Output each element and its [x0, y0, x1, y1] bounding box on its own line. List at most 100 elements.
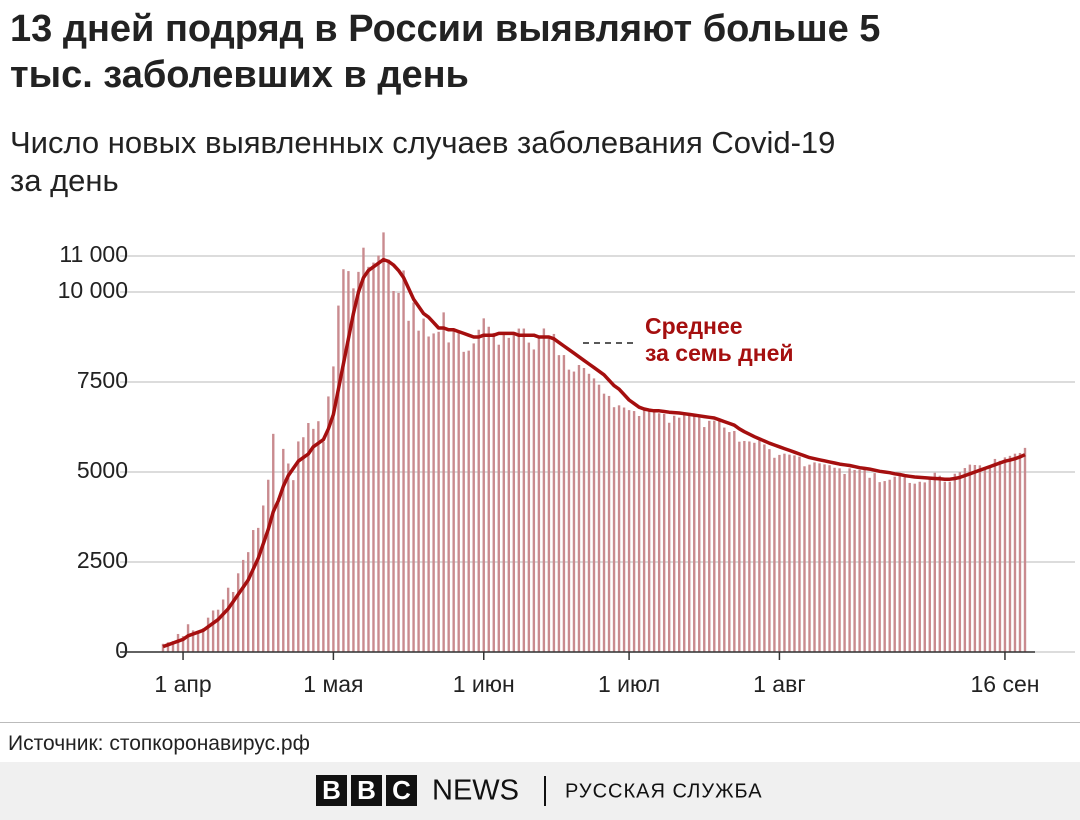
x-tick-label: 1 апр	[154, 671, 211, 697]
bar	[452, 329, 455, 652]
bar	[437, 331, 440, 652]
bar	[482, 318, 485, 652]
chart-subtitle: Число новых выявленных случаев заболеван…	[10, 125, 836, 198]
average-line	[162, 257, 1026, 649]
bar	[632, 411, 636, 652]
bar	[422, 318, 425, 652]
y-tick-label: 2500	[77, 547, 128, 573]
bar	[698, 416, 701, 652]
bar	[407, 320, 410, 652]
bar	[387, 259, 390, 652]
bar	[627, 410, 631, 652]
bar	[567, 369, 571, 652]
logo-letter: B	[322, 775, 341, 805]
bar	[873, 473, 876, 652]
bar	[798, 456, 801, 652]
bar	[803, 466, 806, 652]
bar	[186, 624, 190, 652]
divider	[0, 722, 1080, 723]
bar	[888, 479, 891, 652]
bar	[683, 413, 686, 652]
bar	[693, 413, 696, 652]
bar	[377, 255, 380, 652]
bar	[467, 350, 470, 652]
bar	[191, 630, 195, 652]
bar	[161, 643, 165, 652]
bar	[302, 437, 305, 652]
bar	[763, 444, 766, 652]
bar	[672, 415, 676, 652]
bar	[923, 482, 926, 652]
bar	[898, 474, 901, 652]
bar	[397, 292, 400, 652]
bar	[572, 371, 576, 652]
bar	[602, 393, 606, 652]
bar	[933, 472, 936, 652]
bar	[272, 433, 275, 652]
bar	[793, 455, 796, 652]
bar	[808, 464, 811, 652]
bar	[196, 631, 200, 652]
bar	[998, 460, 1002, 652]
bar	[963, 468, 967, 652]
bar	[637, 415, 641, 652]
bar	[607, 395, 611, 652]
bar	[277, 498, 280, 652]
bar	[497, 344, 500, 652]
bar	[788, 454, 791, 652]
bar	[662, 414, 666, 652]
bar	[287, 463, 290, 652]
bar	[206, 617, 210, 652]
logo-box	[316, 775, 347, 806]
bar	[257, 527, 260, 652]
bar	[372, 262, 375, 652]
bar	[262, 505, 265, 652]
bar	[868, 477, 871, 652]
bar	[417, 330, 420, 652]
bar	[708, 420, 711, 652]
bar	[953, 473, 957, 652]
bar	[241, 559, 245, 652]
bar	[457, 331, 460, 652]
bar	[843, 473, 846, 652]
bar	[327, 396, 330, 652]
bar	[582, 367, 586, 652]
bar	[988, 465, 992, 652]
bar	[993, 458, 997, 652]
bar	[512, 333, 516, 652]
bar	[322, 441, 325, 652]
bar	[713, 420, 716, 652]
bar	[587, 373, 591, 652]
source: Источник: стопкоронавирус.рф	[8, 732, 310, 755]
bar	[382, 232, 385, 652]
bar	[612, 407, 616, 652]
bar	[181, 636, 185, 652]
x-tick-label: 1 мая	[303, 671, 363, 697]
bar	[307, 423, 310, 652]
bar	[903, 477, 906, 652]
bar	[813, 462, 816, 652]
bar	[472, 343, 475, 652]
bar	[667, 422, 671, 652]
bar	[297, 441, 300, 652]
bar	[201, 628, 205, 652]
bar	[592, 378, 596, 652]
bar	[332, 366, 335, 652]
bar	[622, 407, 626, 652]
bar	[292, 480, 295, 652]
bar	[823, 464, 826, 652]
bar	[748, 441, 751, 652]
bar	[1018, 452, 1022, 652]
bar	[677, 417, 681, 652]
x-tick-label: 16 сен	[970, 671, 1039, 697]
bar	[893, 476, 896, 652]
bar	[282, 448, 285, 652]
logo-service: РУССКАЯ СЛУЖБА	[565, 780, 763, 802]
bar	[221, 599, 225, 652]
bar	[597, 384, 601, 652]
logo-box	[386, 775, 417, 806]
y-tick-label: 0	[115, 637, 128, 663]
bar	[743, 440, 746, 652]
bar	[547, 338, 551, 652]
